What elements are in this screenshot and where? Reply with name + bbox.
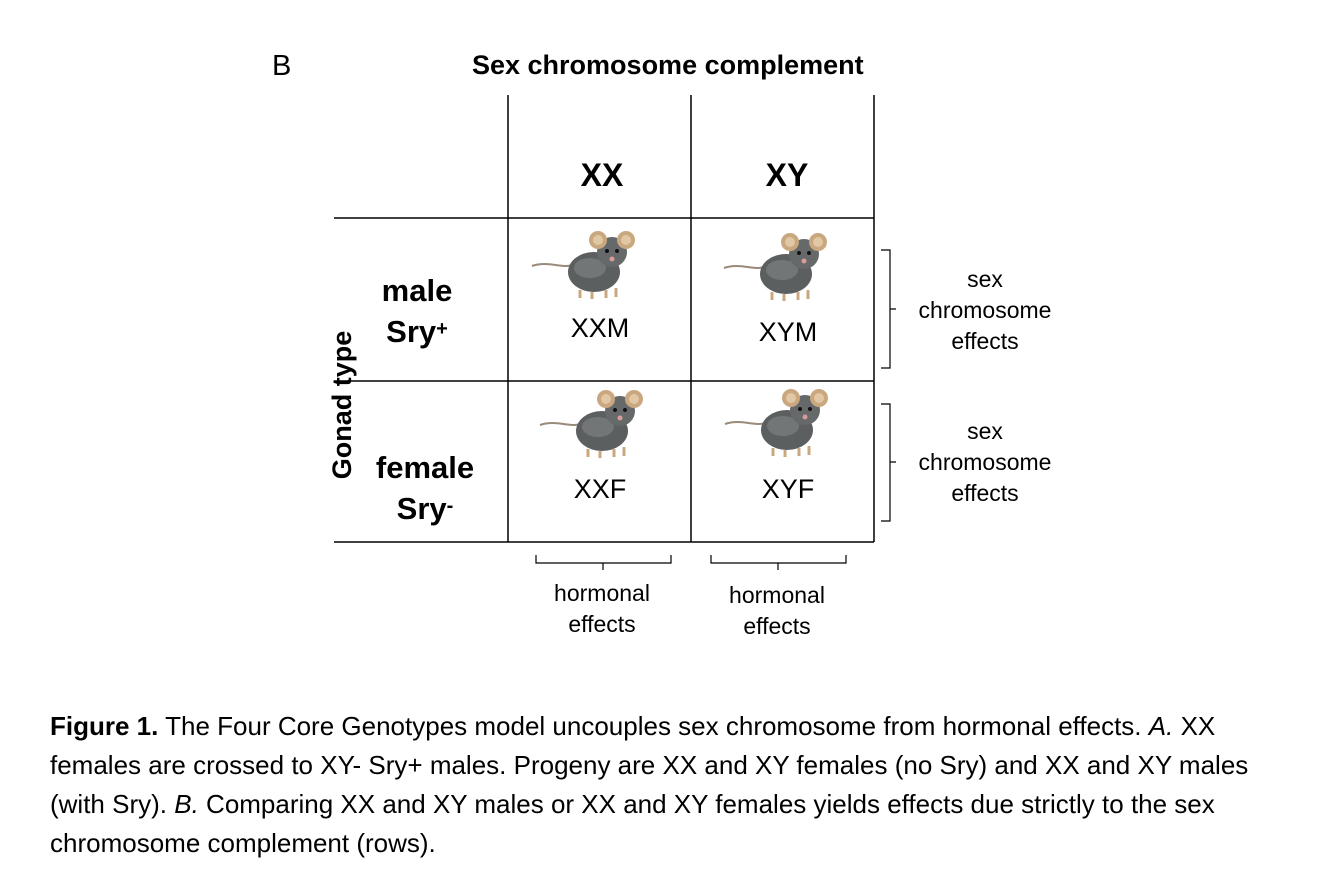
cell-xyf-label: XYF (761, 474, 815, 504)
column-title: Sex chromosome complement (472, 50, 864, 80)
row-brace-1 (881, 249, 896, 369)
col-effects-note-2: hormonal effects (702, 580, 852, 642)
row-effects-2-line2: chromosome (918, 449, 1052, 475)
col-effects-2-line2: effects (743, 613, 811, 639)
col-effects-1-line1: hormonal (554, 580, 650, 606)
caption-sentence-1: The Four Core Genotypes model uncouples … (158, 711, 1149, 741)
row-effects-2-line1: sex (967, 418, 1003, 444)
caption-sentence-2: XX females are crossed to XY- Sry+ males… (50, 711, 1249, 819)
row-effects-1-line2: chromosome (918, 297, 1052, 323)
row-header-male-sup: + (436, 318, 448, 340)
row-header-female-line2: Sry (396, 491, 447, 526)
row-brace-2 (881, 403, 896, 522)
col-effects-note-1: hormonal effects (527, 578, 677, 640)
mouse-icon-xym (722, 231, 829, 303)
caption-sentence-3: Comparing XX and XY males or XX and XY f… (50, 789, 1215, 858)
row-header-female: female Sry- (340, 447, 510, 529)
row-effects-note-1: sex chromosome effects (900, 264, 1070, 357)
col-brace-1 (535, 555, 672, 570)
mouse-icon-xyf (723, 387, 830, 459)
cell-xxf-label: XXF (573, 474, 627, 504)
caption-a-label: A. (1148, 711, 1174, 741)
column-header-xy: XY (765, 157, 809, 193)
row-effects-2-line3: effects (951, 480, 1019, 506)
row-effects-1-line1: sex (967, 266, 1003, 292)
row-header-female-line1: female (375, 450, 475, 485)
row-effects-1-line3: effects (951, 328, 1019, 354)
col-effects-1-line2: effects (568, 611, 636, 637)
row-header-male-line1: male (381, 273, 453, 308)
caption-b-label: B. (174, 789, 199, 819)
panel-label: B (272, 50, 292, 82)
column-header-xx: XX (580, 157, 624, 193)
col-effects-2-line1: hormonal (729, 582, 825, 608)
row-header-female-sup: - (446, 495, 454, 517)
row-header-male-line2: Sry (386, 314, 437, 349)
caption-figure-label: Figure 1. (50, 711, 159, 741)
row-header-male: male Sry+ (332, 270, 502, 352)
row-effects-note-2: sex chromosome effects (900, 416, 1070, 509)
cell-xxm-label: XXM (570, 313, 630, 343)
cell-xym-label: XYM (758, 317, 818, 347)
col-brace-2 (710, 555, 847, 570)
mouse-icon-xxm (530, 229, 637, 301)
mouse-icon-xxf (538, 388, 645, 460)
figure-caption: Figure 1. The Four Core Genotypes model … (50, 707, 1310, 863)
